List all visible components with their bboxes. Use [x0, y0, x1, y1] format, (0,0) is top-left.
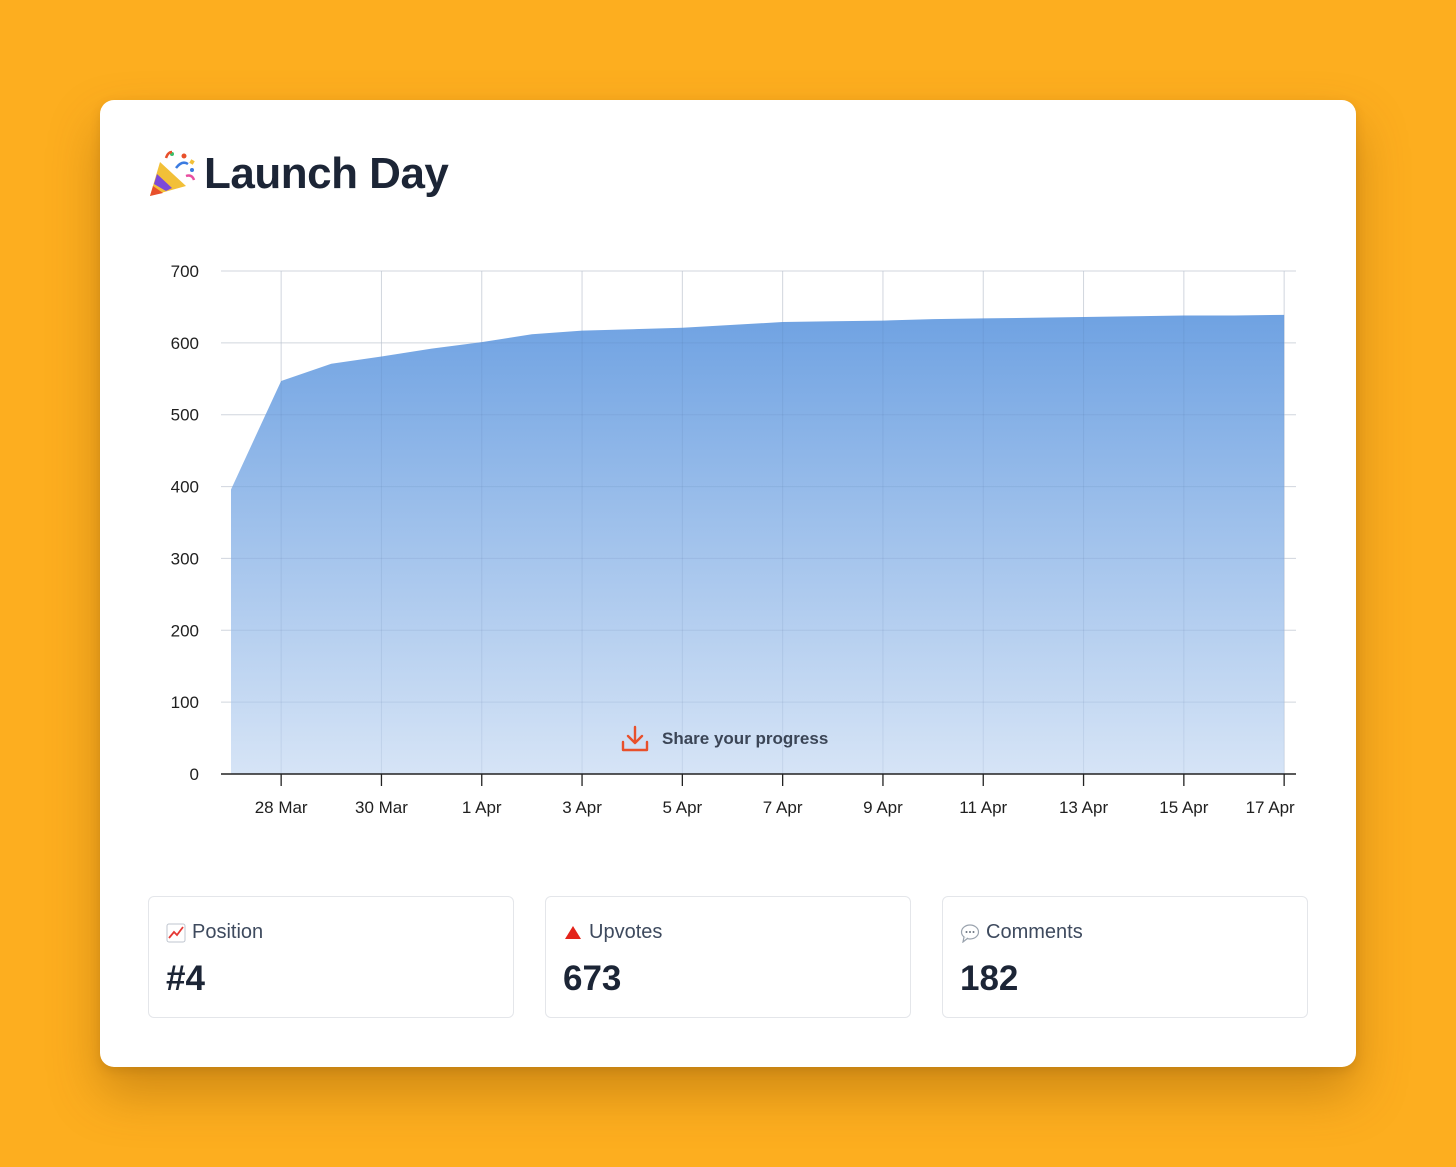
x-tick-label: 13 Apr — [1059, 798, 1108, 817]
stat-card-upvotes: Upvotes 673 — [545, 896, 911, 1018]
x-tick-label: 11 Apr — [959, 798, 1007, 817]
area-chart: 0 100 200 300 400 500 600 700 28 Mar 30 Mar 1 Apr 3… — [171, 262, 1296, 817]
chart-increasing-icon — [166, 923, 186, 942]
x-tick-label: 17 Apr — [1246, 798, 1295, 817]
y-tick-label: 100 — [171, 693, 199, 712]
x-tick-label: 1 Apr — [462, 798, 502, 817]
y-tick-label: 300 — [171, 549, 199, 568]
stat-card-comments: Comments 182 — [942, 896, 1308, 1018]
y-tick-label: 500 — [171, 406, 199, 425]
page-title: Launch Day — [146, 144, 449, 204]
x-tick-label: 30 Mar — [355, 798, 408, 817]
stat-card-position: Position #4 — [148, 896, 514, 1018]
x-tick-label: 3 Apr — [562, 798, 602, 817]
y-tick-label: 600 — [171, 334, 199, 353]
y-tick-label: 0 — [190, 765, 199, 784]
stat-value-position: #4 — [166, 959, 205, 998]
chart-series — [221, 270, 1296, 774]
area-series-fill — [231, 314, 1285, 774]
speech-balloon-icon — [960, 923, 980, 943]
stat-label-comments: Comments — [986, 921, 1083, 943]
party-popper-icon — [150, 150, 196, 196]
x-tick-label: 5 Apr — [662, 798, 702, 817]
chart-axes: 0 100 200 300 400 500 600 700 28 Mar 30 Mar 1 Apr 3… — [171, 262, 1296, 817]
stat-value-comments: 182 — [960, 959, 1019, 998]
y-tick-label: 700 — [171, 262, 199, 281]
stat-label-position: Position — [192, 921, 264, 943]
launch-day-card: Launch Day 0 100 200 300 400 500 600 700 28 Mar 3… — [100, 100, 1356, 1067]
share-progress-button[interactable]: Share your progress — [620, 724, 828, 754]
download-icon — [621, 725, 649, 752]
y-tick-label: 200 — [171, 621, 199, 640]
x-tick-label: 15 Apr — [1159, 798, 1208, 817]
share-progress-label: Share your progress — [662, 729, 829, 748]
x-tick-label: 7 Apr — [763, 798, 803, 817]
x-tick-label: 9 Apr — [863, 798, 903, 817]
stat-value-upvotes: 673 — [563, 959, 622, 998]
stat-label-upvotes: Upvotes — [589, 921, 663, 943]
page-title-text: Launch Day — [204, 149, 449, 198]
y-tick-label: 400 — [171, 478, 199, 497]
red-triangle-up-icon — [565, 925, 581, 939]
x-tick-label: 28 Mar — [255, 798, 308, 817]
